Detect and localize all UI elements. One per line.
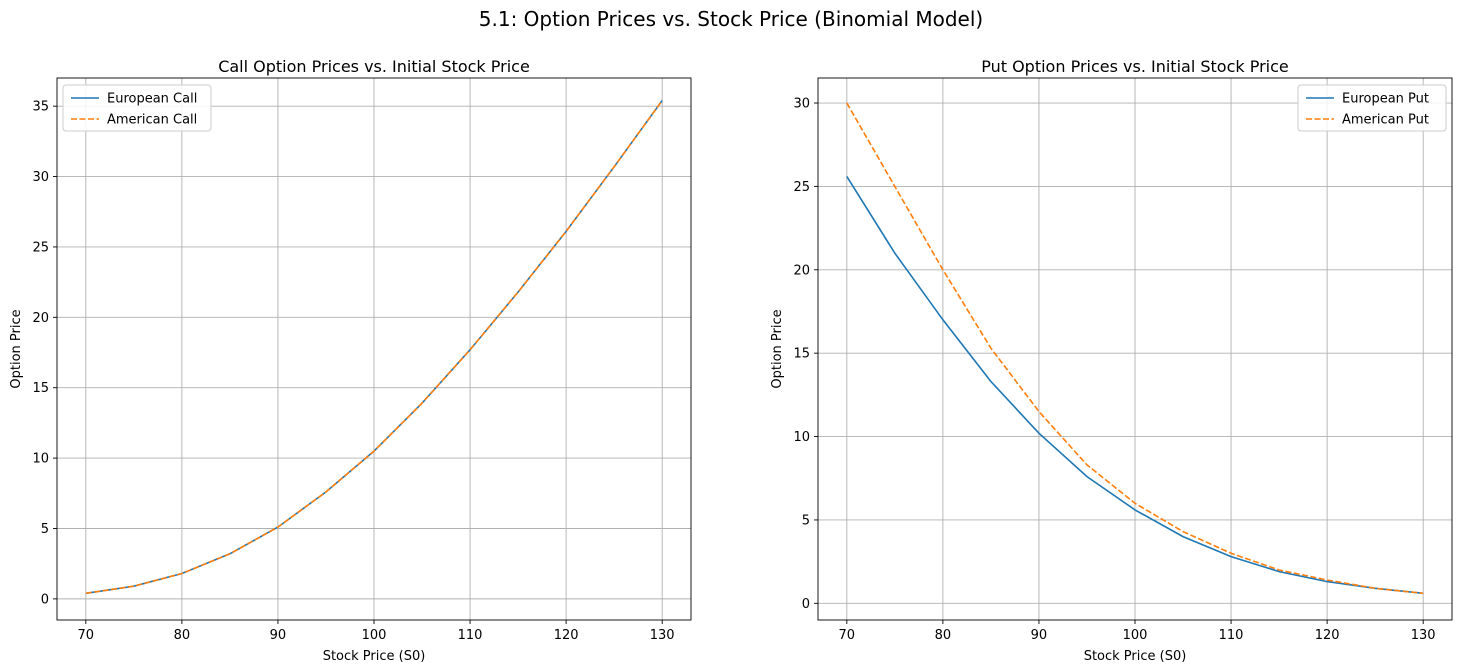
legend-label: European Put — [1342, 92, 1429, 107]
legend-label: American Put — [1342, 113, 1429, 128]
x-tick-label: 110 — [458, 628, 483, 643]
y-tick-label: 30 — [793, 97, 810, 112]
x-tick-label: 130 — [1411, 628, 1436, 643]
y-tick-label: 10 — [32, 452, 49, 467]
x-tick-label: 80 — [935, 628, 952, 643]
x-axis-label: Stock Price (S0) — [1084, 649, 1187, 664]
y-tick-label: 0 — [41, 592, 49, 607]
y-tick-label: 5 — [802, 513, 810, 528]
axes-title: Put Option Prices vs. Initial Stock Pric… — [981, 57, 1289, 76]
y-axis-label: Option Price — [770, 309, 785, 388]
x-tick-label: 100 — [362, 628, 387, 643]
legend: European Call American Call — [62, 84, 212, 132]
legend-box — [1297, 84, 1447, 132]
y-tick-label: 0 — [802, 597, 810, 612]
y-tick-label: 30 — [32, 170, 49, 185]
x-tick-label: 120 — [1315, 628, 1340, 643]
call-series-line-american — [85, 100, 663, 595]
y-tick-label: 20 — [32, 311, 49, 326]
y-tick-label: 15 — [793, 347, 810, 362]
x-tick-label: 90 — [1031, 628, 1048, 643]
legend: European Put American Put — [1297, 84, 1447, 132]
y-tick-label: 10 — [793, 430, 810, 445]
x-tick-label: 100 — [1123, 628, 1148, 643]
y-tick-label: 20 — [793, 263, 810, 278]
figure-suptitle: 5.1: Option Prices vs. Stock Price (Bino… — [479, 7, 983, 31]
y-tick-label: 25 — [32, 240, 49, 255]
axes-title: Call Option Prices vs. Initial Stock Pri… — [218, 57, 530, 76]
call-options-axes: 70 80 90 100 110 120 130 0 5 10 15 20 25 30 35 Call Opt… — [9, 57, 692, 664]
x-tick-label: 70 — [839, 628, 856, 643]
legend-box — [62, 84, 212, 132]
put-series-line-european — [846, 175, 1424, 595]
y-tick-label: 5 — [41, 522, 49, 537]
legend-label: American Call — [107, 113, 197, 128]
y-tick-label: 15 — [32, 381, 49, 396]
put-options-axes: 70 80 90 100 110 120 130 0 5 10 15 20 25 30 Put Option… — [770, 57, 1453, 664]
x-axis-label: Stock Price (S0) — [323, 649, 426, 664]
put-series-line-american — [846, 102, 1424, 595]
y-axis-label: Option Price — [9, 309, 24, 388]
x-tick-label: 120 — [554, 628, 579, 643]
y-tick-label: 35 — [32, 100, 49, 115]
x-tick-label: 110 — [1219, 628, 1244, 643]
y-tick-label: 25 — [793, 180, 810, 195]
x-tick-label: 130 — [650, 628, 675, 643]
x-tick-label: 70 — [78, 628, 95, 643]
x-tick-label: 90 — [270, 628, 287, 643]
x-tick-label: 80 — [174, 628, 191, 643]
legend-label: European Call — [107, 92, 197, 107]
